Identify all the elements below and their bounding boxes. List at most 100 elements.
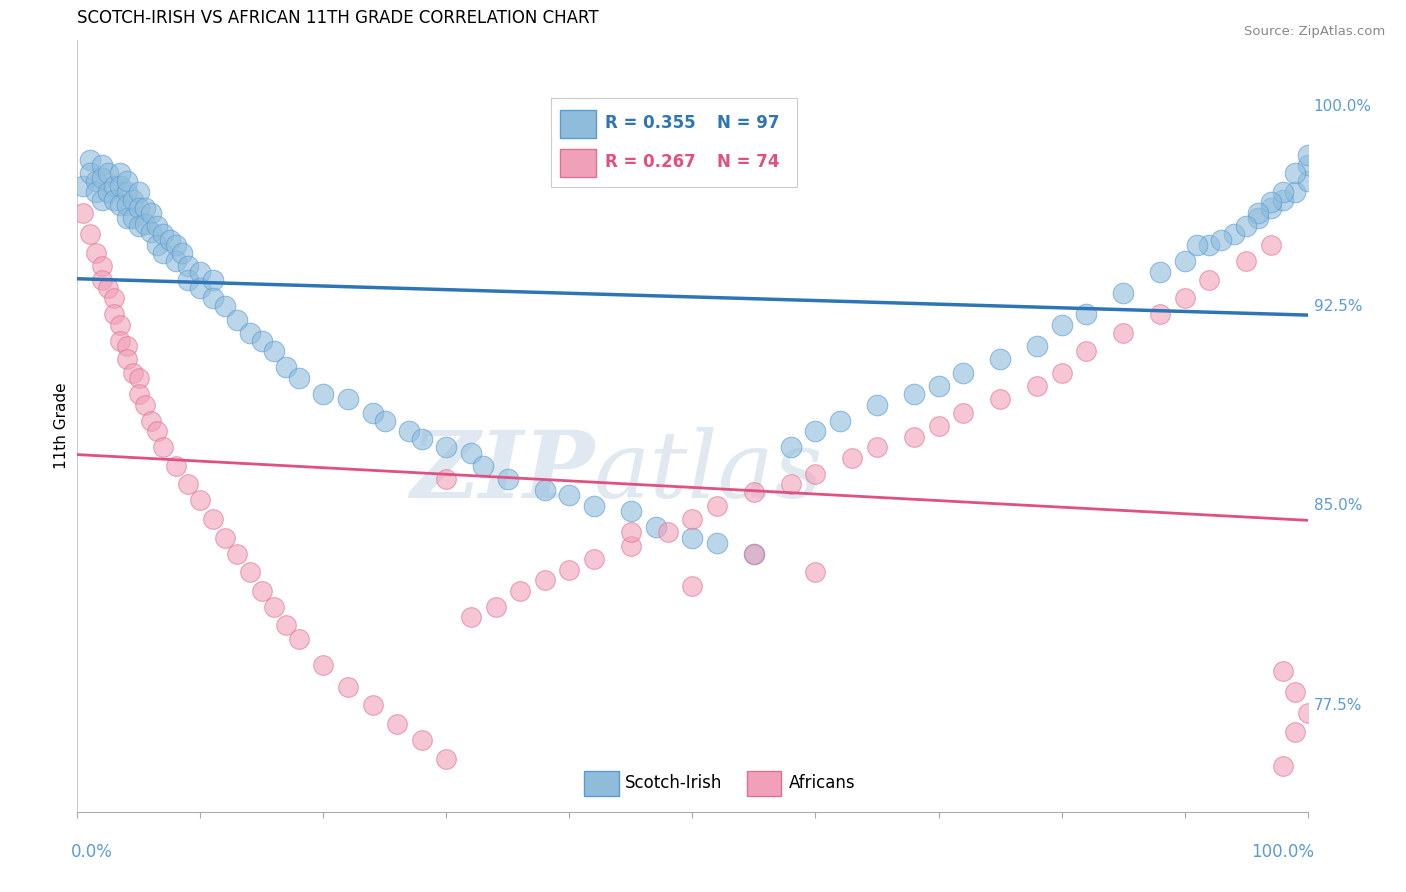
Point (804, 424, 827, 438)
Point (128, 387, 150, 401)
Point (115, 198, 138, 212)
FancyBboxPatch shape (585, 771, 619, 796)
Point (1026, 339, 1049, 353)
Point (1296, 158, 1319, 172)
Text: N = 97: N = 97 (717, 114, 779, 132)
Point (1174, 291, 1197, 305)
Point (1112, 285, 1135, 300)
Point (141, 414, 163, 428)
Point (121, 193, 143, 207)
Point (742, 547, 765, 561)
Point (250, 334, 273, 348)
Point (128, 185, 150, 199)
Point (134, 201, 156, 215)
Point (103, 179, 125, 194)
Point (110, 179, 132, 194)
Point (385, 717, 409, 731)
Point (141, 225, 163, 239)
FancyBboxPatch shape (747, 771, 782, 796)
Point (103, 291, 125, 305)
Point (337, 680, 360, 694)
Point (188, 493, 212, 508)
Point (128, 219, 150, 234)
Point (460, 610, 482, 624)
Point (534, 573, 557, 587)
Point (288, 632, 311, 646)
Point (411, 432, 433, 446)
Point (1076, 344, 1098, 359)
FancyBboxPatch shape (560, 110, 596, 137)
Point (1284, 166, 1306, 180)
Point (263, 599, 285, 614)
Text: 100.0%: 100.0% (1251, 843, 1313, 861)
Point (263, 344, 285, 359)
Point (214, 531, 236, 545)
Point (866, 440, 889, 454)
Point (1076, 307, 1098, 321)
Point (903, 429, 925, 443)
Point (742, 485, 765, 500)
Point (79, 153, 101, 167)
Point (460, 445, 482, 459)
Point (128, 201, 150, 215)
Point (558, 488, 581, 502)
Point (1198, 272, 1220, 286)
Point (90, 193, 114, 207)
Point (170, 246, 193, 260)
Point (121, 366, 143, 380)
Point (706, 499, 728, 513)
Point (398, 424, 420, 438)
Point (952, 406, 974, 420)
Point (276, 618, 298, 632)
Point (988, 352, 1011, 367)
Point (103, 193, 125, 207)
Point (436, 440, 458, 454)
Point (188, 280, 212, 294)
Point (1050, 318, 1073, 332)
Point (226, 312, 249, 326)
Point (509, 583, 531, 598)
Point (1234, 254, 1257, 268)
Point (152, 227, 174, 242)
Point (682, 512, 704, 526)
Point (288, 371, 311, 385)
Point (1198, 238, 1220, 252)
Text: 0.0%: 0.0% (72, 843, 112, 861)
Point (472, 458, 495, 473)
Text: 100.0%: 100.0% (1313, 99, 1372, 114)
Point (1260, 195, 1282, 210)
Point (804, 566, 827, 580)
Point (121, 211, 143, 226)
Point (146, 219, 169, 234)
Point (620, 504, 643, 518)
Point (1149, 264, 1171, 278)
Point (558, 563, 581, 577)
Point (374, 414, 396, 428)
Point (72, 179, 94, 194)
Point (165, 238, 187, 252)
Text: SCOTCH-IRISH VS AFRICAN 11TH GRADE CORRELATION CHART: SCOTCH-IRISH VS AFRICAN 11TH GRADE CORRE… (77, 10, 599, 28)
Point (1050, 366, 1073, 380)
Point (1149, 307, 1171, 321)
Point (620, 539, 643, 553)
Point (1026, 379, 1049, 393)
Point (72, 206, 94, 220)
Text: 77.5%: 77.5% (1313, 698, 1362, 713)
Point (804, 467, 827, 481)
Point (201, 512, 224, 526)
Text: Africans: Africans (789, 774, 855, 792)
Point (226, 547, 249, 561)
FancyBboxPatch shape (551, 98, 797, 186)
Point (79, 227, 101, 242)
Point (1284, 685, 1306, 699)
Text: R = 0.355: R = 0.355 (605, 114, 696, 132)
Point (583, 552, 606, 566)
Point (146, 424, 169, 438)
Point (201, 272, 224, 286)
Point (1185, 238, 1208, 252)
Point (239, 326, 262, 340)
Point (780, 440, 803, 454)
Point (620, 525, 643, 540)
Point (928, 379, 950, 393)
Point (201, 291, 224, 305)
